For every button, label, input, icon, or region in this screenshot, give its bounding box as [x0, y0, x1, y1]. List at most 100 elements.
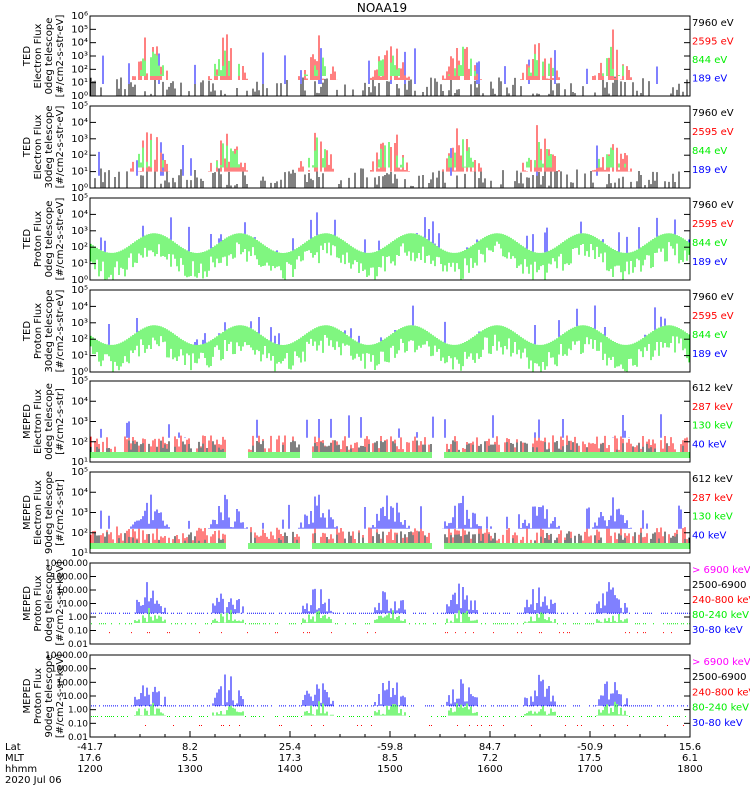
series-trace-green: [90, 543, 690, 549]
y-axis-label: Proton Flux: [33, 575, 44, 631]
y-tick-label: 10⁴: [71, 487, 88, 498]
x-tick-hhmm: 1600: [477, 764, 502, 775]
y-axis-label: Electron Flux: [33, 23, 44, 88]
series-trace-green: [138, 137, 626, 168]
y-tick-label: 10⁵: [71, 467, 88, 478]
legend-entry: 612 keV: [692, 383, 733, 394]
x-tick-hhmm: 1200: [77, 764, 102, 775]
legend-entry: 189 eV: [692, 165, 727, 176]
y-axis-label: 0deg telescope: [44, 383, 55, 460]
series-trace-blue: [91, 582, 690, 614]
y-tick-label: 100.00: [57, 678, 89, 688]
legend-entry: 189 eV: [692, 74, 727, 85]
y-tick-label: 10⁴: [71, 117, 88, 128]
x-row-label: 2020 Jul 06: [5, 775, 62, 786]
y-tick-label: 10⁵: [71, 193, 88, 204]
y-axis-label: TED: [22, 137, 33, 158]
y-tick-label: 10⁵: [71, 24, 88, 35]
series-trace-green: [90, 233, 690, 280]
panel-frame: [89, 471, 691, 554]
x-tick-lat: -41.7: [77, 742, 103, 753]
y-tick-label: 10⁴: [71, 209, 88, 220]
y-axis-label: Electron Flux: [33, 480, 44, 545]
legend-entry: 844 eV: [692, 330, 727, 341]
y-axis-label: 30deg telescope: [44, 105, 55, 188]
y-tick-label: 10000.00: [45, 559, 88, 569]
y-tick-label: 10³: [71, 51, 88, 62]
y-tick-label: 1000.00: [51, 573, 88, 583]
y-axis-label: Proton Flux: [33, 211, 44, 267]
x-tick-mlt: 7.2: [482, 753, 498, 764]
y-tick-label: 10⁵: [71, 101, 88, 112]
y-tick-label: 10⁰: [71, 367, 88, 378]
x-row-label: Lat: [5, 742, 21, 753]
y-tick-label: 10⁰: [71, 275, 88, 286]
legend-entry: 2595 eV: [692, 37, 734, 48]
y-axis-label: 0deg telescope: [44, 565, 55, 642]
y-axis-label: [#/cm2-s-str-eV]: [55, 106, 66, 189]
y-axis-label: MEPED: [22, 586, 33, 621]
legend-entry: 2500-6900: [692, 580, 747, 591]
y-tick-label: 10²: [71, 437, 88, 448]
x-tick-mlt: 5.5: [182, 753, 198, 764]
panel-series-group: [94, 125, 680, 188]
legend-entry: 130 keV: [692, 512, 733, 523]
x-tick-lat: 8.2: [182, 742, 198, 753]
series-trace-red: [132, 29, 632, 80]
legend-entry: 80-240 keV: [692, 610, 749, 621]
y-tick-label: 1.00: [68, 613, 88, 623]
y-axis-label: [#/cm2-s-str-eV]: [55, 198, 66, 281]
y-tick-label: 10¹: [71, 457, 88, 468]
y-tick-label: 10¹: [71, 78, 88, 89]
y-tick-label: 10²: [71, 242, 88, 253]
y-axis-label: 90deg telescope: [44, 471, 55, 554]
legend-entry: 7960 eV: [692, 292, 734, 303]
y-tick-label: 10⁵: [71, 285, 88, 296]
y-tick-label: 10¹: [71, 167, 88, 178]
y-tick-label: 10000.00: [45, 651, 88, 661]
series-trace-black: [94, 531, 690, 543]
legend-entry: > 6900 keV: [692, 565, 750, 576]
x-tick-mlt: 17.6: [79, 753, 101, 764]
y-tick-label: 10⁴: [71, 301, 88, 312]
series-trace-green: [90, 452, 690, 458]
x-tick-hhmm: 1800: [677, 764, 702, 775]
legend-entry: 7960 eV: [692, 108, 734, 119]
panel-frame: [89, 105, 691, 189]
panel-1: 10⁰ 10¹ 10² 10³ 10⁴ 10⁵ 10⁶ TED Electron Flux 0de…: [22, 11, 734, 102]
panel-3: 10⁰ 10¹ 10² 10³ 10⁴ 10⁵ TED Proton Flux 0deg tel…: [22, 193, 734, 286]
y-tick-label: 10.00: [62, 600, 88, 610]
series-trace-blue: [100, 494, 682, 529]
y-tick-label: 1000.00: [51, 665, 88, 675]
panel-series-group: [91, 582, 690, 634]
y-axis-label: Proton Flux: [33, 668, 44, 724]
legend-entry: 612 keV: [692, 474, 733, 485]
series-trace-green: [90, 325, 690, 372]
y-tick-label: 10⁵: [71, 376, 88, 387]
y-tick-label: 10³: [71, 134, 88, 145]
panel-6: 10¹ 10² 10³ 10⁴ 10⁵ MEPED Electron Flux 90deg t…: [22, 467, 733, 559]
panel-series-group: [90, 305, 690, 372]
panel-frame: [89, 380, 691, 463]
y-tick-label: 10¹: [71, 259, 88, 270]
x-tick-mlt: 17.3: [279, 753, 301, 764]
panel-series-group: [90, 212, 690, 280]
series-trace-red: [90, 526, 688, 543]
legend-entry: 2595 eV: [692, 311, 734, 322]
panel-series-group: [90, 494, 690, 549]
series-trace-black: [90, 440, 684, 452]
panel-4: 10⁰ 10¹ 10² 10³ 10⁴ 10⁵ TED Proton Flux 30deg te…: [22, 285, 734, 378]
y-tick-label: 0.10: [68, 719, 88, 729]
legend-entry: 189 eV: [692, 349, 727, 360]
legend-entry: 7960 eV: [692, 200, 734, 211]
y-axis-label: 0deg telescope: [44, 201, 55, 278]
y-tick-label: 10²: [71, 334, 88, 345]
y-axis-label: TED: [22, 46, 33, 67]
legend-entry: 2500-6900: [692, 672, 747, 683]
y-axis-label: Electron Flux: [33, 389, 44, 454]
series-trace-blue: [98, 140, 598, 176]
page-title: NOAA19: [357, 1, 407, 15]
x-tick-lat: 84.7: [479, 742, 501, 753]
y-tick-label: 10⁶: [71, 11, 88, 22]
